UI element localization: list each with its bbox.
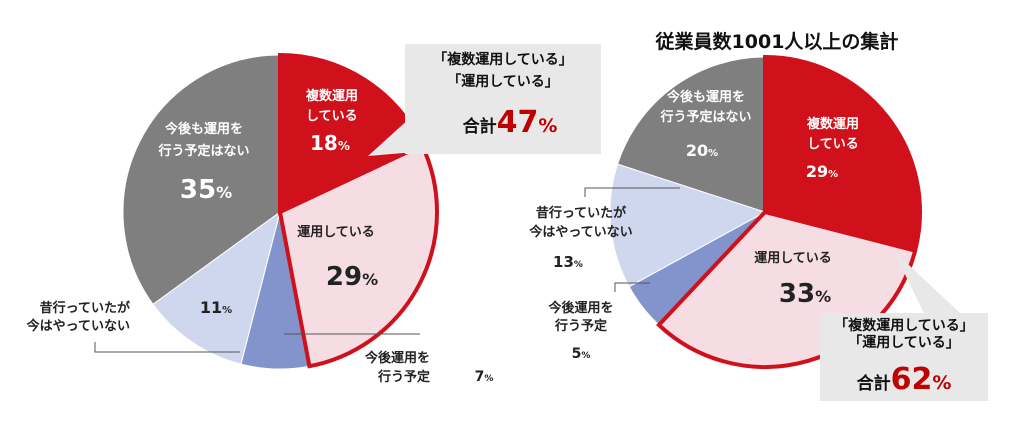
pie-slice-5 — [616, 56, 766, 213]
callout-box — [820, 313, 988, 401]
leader-line-4 — [584, 187, 680, 197]
slice-label-5: 今後も運用を行う予定はない — [659, 89, 751, 125]
callout-total: 合計62% — [857, 362, 952, 397]
slice-value-2: 33% — [779, 279, 831, 309]
callout-line-2: 「運用している」 — [447, 73, 559, 90]
slice-value-5: 20% — [686, 141, 718, 160]
highlight-outline-1 — [763, 54, 922, 253]
pie-chart-1: 複数運用している 18% 運用している 29% 今後運用を行う予定 7% 昔行っていたが今は… — [26, 44, 601, 385]
callout-line-1: 「複数運用している」 — [433, 51, 573, 68]
callout-tail — [893, 250, 960, 313]
highlight-outline-2 — [656, 209, 918, 369]
slice-label-5: 今後も運用を行う予定はない — [157, 121, 249, 159]
slice-label-1: 複数運用している — [305, 88, 358, 124]
slice-label-2: 運用している — [297, 225, 375, 240]
callout-box — [405, 44, 601, 154]
slice-value-4: 13% — [553, 253, 583, 271]
slice-value-5: 35% — [180, 175, 232, 205]
pie-slice-5 — [122, 54, 281, 305]
slice-value-1: 18% — [310, 131, 350, 155]
chart-title: 従業員数1001人以上の集計 — [655, 30, 899, 53]
callout-line-2: 「運用している」 — [848, 334, 960, 351]
callout-total: 合計47% — [463, 105, 558, 140]
slice-label-2: 運用している — [754, 251, 832, 266]
leader-line-3 — [614, 282, 650, 292]
slice-value-3: 5% — [572, 346, 591, 362]
slice-label-1: 複数運用している — [806, 116, 859, 152]
slice-label-3: 今後運用を行う予定 — [364, 350, 430, 385]
slice-label-4: 昔行っていたが今はやっていない — [528, 205, 632, 240]
slice-value-3: 7% — [475, 369, 494, 385]
leader-line-4 — [94, 342, 240, 353]
highlight-outline-2 — [277, 142, 439, 369]
callout-line-1: 「複数運用している」 — [834, 317, 974, 334]
slice-label-4: 昔行っていたが今はやっていない — [26, 300, 130, 334]
slice-label-3: 今後運用を行う予定 — [547, 300, 613, 334]
slice-value-2: 29% — [326, 262, 378, 292]
slice-value-1: 29% — [806, 162, 838, 181]
slice-value-4: 11% — [200, 298, 232, 317]
pie-slice-4 — [609, 163, 767, 288]
pie-slice-4 — [152, 210, 281, 365]
